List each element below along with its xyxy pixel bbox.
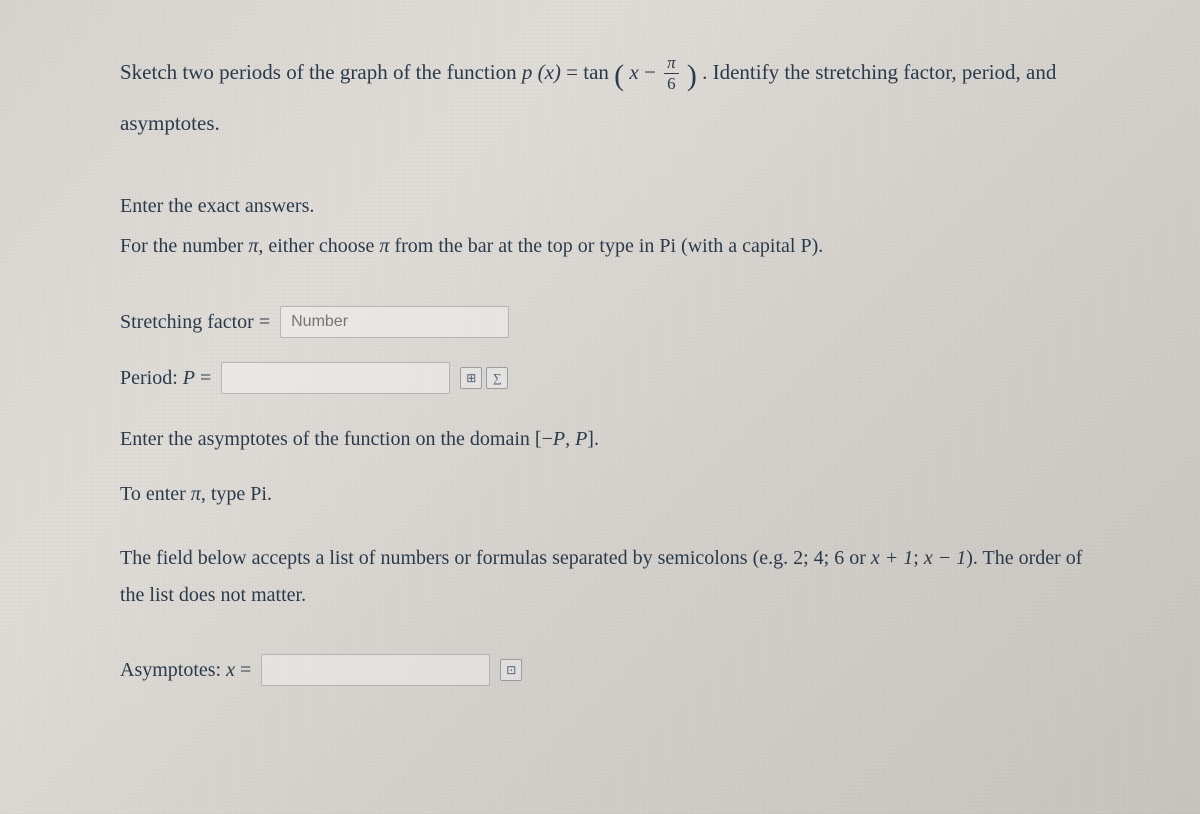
domain-close: ] (587, 428, 594, 450)
asymptotes-label-text: Asymptotes: (120, 659, 226, 681)
period-var: P (183, 367, 195, 389)
domain-neg: − (542, 428, 553, 450)
instr2-pi2: π (379, 235, 389, 257)
asymptote-prompt: Enter the asymptotes of the function on … (120, 428, 1090, 451)
asymptotes-row: Asymptotes: x = ⊡ (120, 654, 1090, 686)
pi-hint-a: To enter (120, 483, 191, 505)
stretching-factor-row: Stretching factor = (120, 306, 1090, 338)
toolbar-grid-icon[interactable]: ⊞ (460, 367, 482, 389)
question-content: Sketch two periods of the graph of the f… (0, 0, 1200, 726)
equals-sign: = (566, 60, 583, 84)
pi-entry-hint: To enter π, type Pi. (120, 483, 1090, 506)
instr2-pi1: π (248, 235, 258, 257)
fraction-denominator: 6 (664, 74, 679, 94)
list-format-hint: The field below accepts a list of number… (120, 540, 1090, 614)
func-name: tan (583, 60, 609, 84)
instructions-block: Enter the exact answers. For the number … (120, 186, 1090, 266)
instruction-line-1: Enter the exact answers. (120, 186, 1090, 226)
minus-sign: − (644, 60, 661, 84)
list-hint-a: The field below accepts a list of number… (120, 547, 871, 569)
stretching-factor-input[interactable] (280, 306, 509, 338)
period-input[interactable] (221, 362, 450, 394)
fraction: π 6 (664, 54, 679, 94)
instr2-a: For the number (120, 235, 248, 257)
instruction-line-2: For the number π, either choose π from t… (120, 226, 1090, 266)
pi-hint-pi: π (191, 483, 201, 505)
fraction-numerator: π (664, 54, 679, 74)
list-hint-ex2: x − 1 (924, 547, 966, 569)
list-hint-ex1: x + 1 (871, 547, 913, 569)
asymptotes-equals: = (235, 659, 251, 681)
list-hint-sep: ; (913, 547, 924, 569)
asymptotes-input[interactable] (261, 654, 490, 686)
equation-toolbar: ⊞ ∑ (460, 367, 508, 389)
domain-open: [ (535, 428, 542, 450)
toolbar-sigma-icon[interactable]: ∑ (486, 367, 508, 389)
instr2-b: , either choose (258, 235, 379, 257)
asym-prompt-a: Enter the asymptotes of the function on … (120, 428, 535, 450)
period-label-text: Period: (120, 367, 183, 389)
paren-close: ) (687, 59, 697, 92)
toolbar-box-icon[interactable]: ⊡ (500, 659, 522, 681)
equation-toolbar-2: ⊡ (500, 659, 522, 681)
asymptotes-label: Asymptotes: x = (120, 659, 251, 682)
domain-p2: P (575, 428, 587, 450)
asym-prompt-end: . (594, 428, 599, 450)
problem-statement: Sketch two periods of the graph of the f… (120, 48, 1090, 142)
instr2-c: from the bar at the top or type in Pi (w… (389, 235, 823, 257)
pi-hint-b: , type Pi. (201, 483, 272, 505)
stretching-factor-label: Stretching factor = (120, 311, 270, 334)
domain-comma: , (565, 428, 575, 450)
period-row: Period: P = ⊞ ∑ (120, 362, 1090, 394)
period-equals: = (195, 367, 211, 389)
problem-prefix: Sketch two periods of the graph of the f… (120, 60, 522, 84)
asymptotes-var: x (226, 659, 235, 681)
arg-var: x (629, 60, 638, 84)
domain-p1: P (553, 428, 565, 450)
paren-open: ( (614, 59, 624, 92)
func-lhs: p (x) (522, 60, 561, 84)
period-label: Period: P = (120, 367, 211, 390)
